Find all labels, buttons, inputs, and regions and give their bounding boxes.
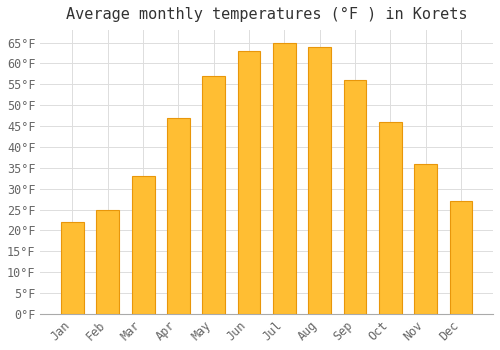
Bar bbox=[450, 201, 472, 314]
Title: Average monthly temperatures (°F ) in Korets: Average monthly temperatures (°F ) in Ko… bbox=[66, 7, 468, 22]
Bar bbox=[344, 80, 366, 314]
Bar bbox=[202, 76, 225, 314]
Bar bbox=[238, 51, 260, 314]
Bar bbox=[308, 47, 331, 314]
Bar bbox=[167, 118, 190, 314]
Bar bbox=[61, 222, 84, 314]
Bar bbox=[379, 122, 402, 314]
Bar bbox=[414, 164, 437, 314]
Bar bbox=[96, 210, 119, 314]
Bar bbox=[273, 43, 296, 314]
Bar bbox=[132, 176, 154, 314]
